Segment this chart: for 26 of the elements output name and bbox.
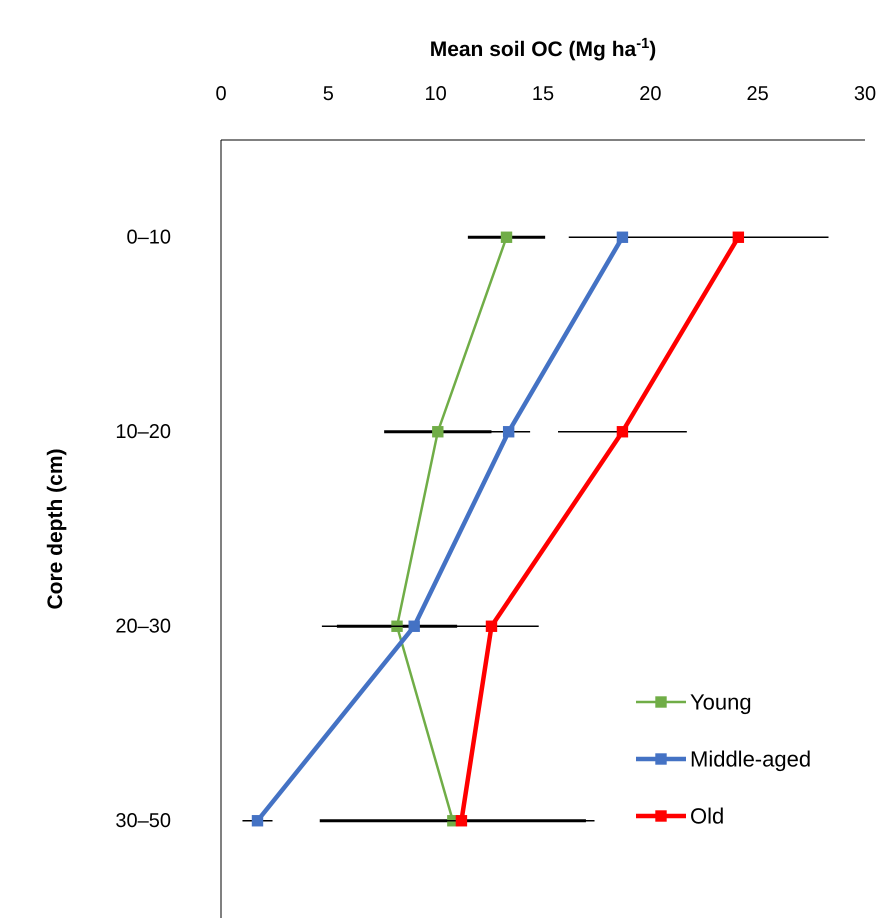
point xyxy=(456,815,468,826)
x-tick-label: 5 xyxy=(322,83,334,105)
x-tick-label: 20 xyxy=(639,83,662,105)
y-tick-label: 0–10 xyxy=(126,226,171,249)
x-tick-label: 10 xyxy=(424,83,447,105)
y-tick-label: 30–50 xyxy=(115,810,171,832)
y-tick-label: 20–30 xyxy=(115,616,171,638)
x-tick-label: 0 xyxy=(215,83,227,105)
legend-label: Young xyxy=(690,690,752,715)
x-tick-label: 15 xyxy=(532,83,554,105)
x-tick-label: 30 xyxy=(854,83,876,105)
point xyxy=(432,426,444,438)
point xyxy=(252,815,264,826)
legend-label: Old xyxy=(690,804,724,829)
point xyxy=(616,426,628,438)
point xyxy=(502,426,514,438)
point xyxy=(616,232,628,243)
y-axis-title: Core depth (cm) xyxy=(44,448,67,610)
x-tick-label: 25 xyxy=(746,83,769,105)
point xyxy=(408,620,420,632)
x-axis-title: Mean soil OC (Mg ha$^{-1}$) xyxy=(430,36,656,61)
point xyxy=(732,232,744,243)
point xyxy=(486,620,498,632)
point xyxy=(500,232,512,243)
legend-label: Middle-aged xyxy=(690,746,812,772)
y-tick-label: 10–20 xyxy=(115,421,171,444)
